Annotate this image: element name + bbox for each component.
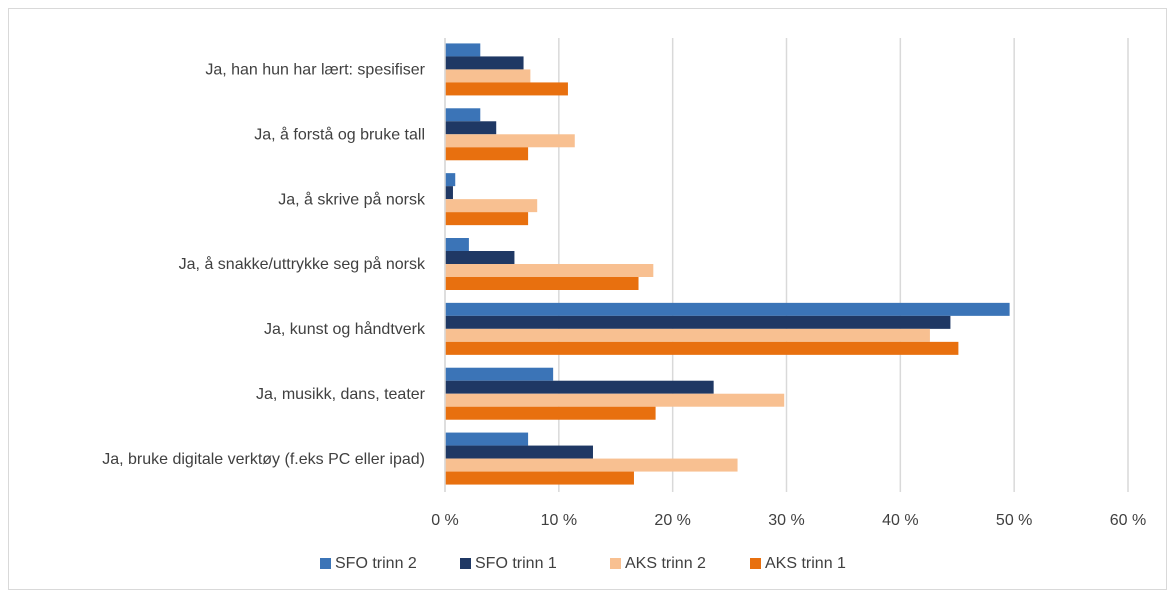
legend-swatch [750,558,761,569]
bar [445,43,481,57]
x-tick-label: 60 % [1110,512,1146,529]
bar [445,328,930,342]
bar [445,406,656,420]
bar [445,458,738,472]
x-tick-label: 30 % [768,512,804,529]
bar [445,134,575,148]
legend-label: SFO trinn 1 [475,555,557,572]
y-tick-label: Ja, kunst og håndtverk [264,320,426,338]
bar [445,82,568,96]
x-tick-label: 20 % [654,512,690,529]
bar [445,315,951,329]
bar [445,212,529,226]
bar [445,121,497,135]
bar [445,238,469,251]
bar [445,56,524,70]
bar [445,277,639,290]
y-tick-label: Ja, å skrive på norsk [278,190,426,208]
y-tick-label: Ja, å forstå og bruke tall [254,126,425,144]
bar [445,264,654,277]
bar [445,393,785,407]
bar [445,367,554,381]
y-tick-label: Ja, han hun har lært: spesifiser [205,62,425,79]
legend-swatch [610,558,621,569]
bar [445,186,453,200]
legend-label: AKS trinn 1 [765,555,846,572]
bar [445,147,529,161]
legend-label: AKS trinn 2 [625,555,706,572]
bar [445,341,959,355]
y-tick-label: Ja, musikk, dans, teater [256,386,426,403]
x-tick-label: 0 % [431,512,459,529]
bar [445,199,538,213]
bar [445,251,515,264]
bar [445,302,1010,316]
bar [445,471,634,485]
bar [445,173,456,187]
bar [445,380,714,394]
bar [445,432,529,446]
legend-swatch [320,558,331,569]
x-tick-label: 10 % [541,512,577,529]
bar [445,445,593,459]
x-tick-label: 40 % [882,512,918,529]
chart-border [8,8,1167,590]
legend-swatch [460,558,471,569]
bar [445,69,531,83]
bar [445,108,481,122]
legend-label: SFO trinn 2 [335,555,417,572]
y-tick-label: Ja, å snakke/uttrykke seg på norsk [179,255,426,273]
x-tick-label: 50 % [996,512,1032,529]
y-tick-label: Ja, bruke digitale verktøy (f.eks PC ell… [102,451,425,468]
